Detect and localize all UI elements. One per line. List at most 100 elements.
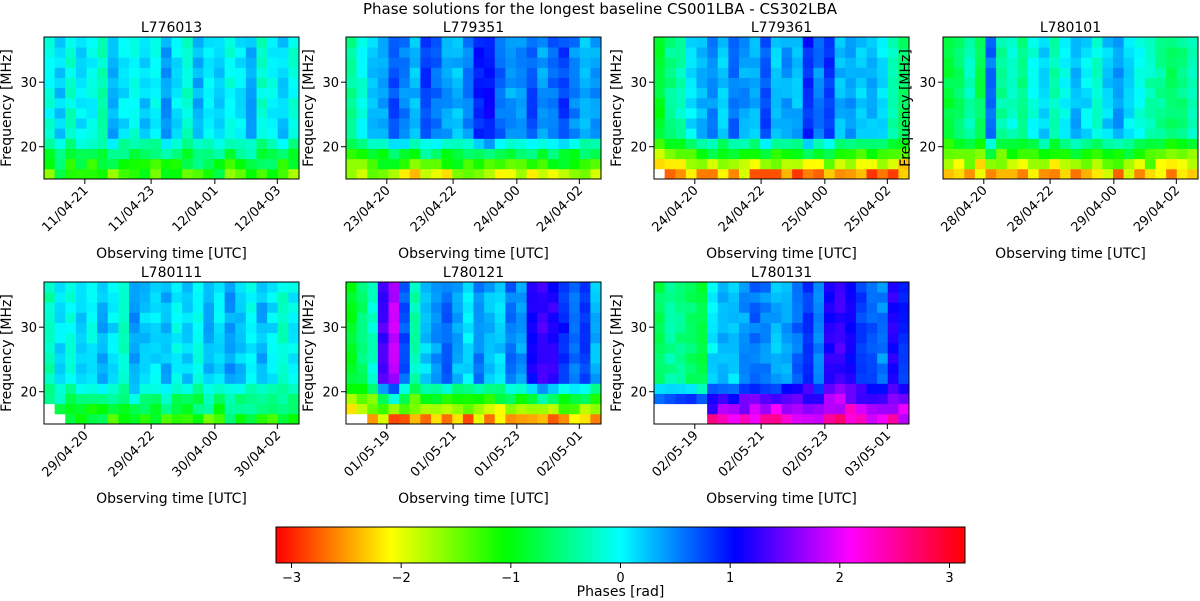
heatmap-cell	[505, 312, 517, 323]
heatmap-cell	[1070, 108, 1082, 119]
heatmap-cell	[675, 168, 687, 180]
heatmap-cell	[526, 342, 538, 354]
heatmap-cell	[409, 97, 421, 109]
heatmap-cell	[1123, 87, 1135, 99]
heatmap-cell	[813, 148, 825, 160]
heatmap-cell	[1028, 138, 1040, 149]
heatmap-cell	[139, 128, 151, 139]
heatmap-cell	[866, 67, 878, 78]
heatmap-cell	[441, 363, 453, 374]
heatmap-cell	[953, 118, 965, 129]
heatmap-cell	[1144, 138, 1156, 149]
heatmap-cell	[866, 168, 878, 180]
heatmap-cell	[367, 128, 379, 139]
heatmap-cell	[1102, 118, 1114, 129]
heatmap-cell	[739, 353, 751, 364]
heatmap-cell	[985, 128, 997, 139]
heatmap-cell	[728, 57, 740, 68]
heatmap-cell	[696, 322, 708, 334]
heatmap-cell	[569, 353, 581, 364]
heatmap-cell	[1187, 97, 1199, 109]
heatmap-cell	[203, 168, 215, 180]
heatmap-cell	[1006, 158, 1018, 170]
heatmap-cell	[579, 393, 591, 405]
heatmap-cell	[192, 148, 204, 160]
heatmap-cell	[399, 87, 411, 99]
heatmap-cell	[171, 292, 183, 303]
heatmap-cell	[760, 302, 772, 313]
heatmap-cell	[409, 158, 421, 170]
heatmap-cell	[107, 373, 119, 384]
heatmap-cell	[97, 363, 109, 374]
heatmap-cell	[707, 353, 719, 364]
heatmap-cell	[590, 383, 602, 394]
panel-title: L780131	[751, 265, 812, 281]
heatmap-cell	[717, 373, 729, 384]
heatmap-cell	[813, 413, 825, 425]
heatmap-cell	[150, 138, 162, 149]
heatmap-cell	[399, 302, 411, 313]
heatmap-cell	[118, 158, 130, 170]
panel-title: L779351	[443, 20, 504, 36]
heatmap-cell	[792, 37, 804, 48]
heatmap-cell	[214, 292, 226, 303]
heatmap-cell	[537, 57, 549, 68]
heatmap-cell	[696, 342, 708, 354]
heatmap-cell	[484, 302, 496, 313]
heatmap-cell	[160, 302, 172, 313]
heatmap-cell	[792, 77, 804, 89]
heatmap-cell	[770, 148, 782, 160]
heatmap-cell	[569, 342, 581, 354]
heatmap-cell	[441, 383, 453, 394]
heatmap-cell	[388, 363, 400, 374]
heatmap-cell	[654, 108, 666, 119]
heatmap-cell	[473, 87, 485, 99]
heatmap-cell	[547, 282, 559, 293]
heatmap-cell	[484, 77, 496, 89]
heatmap-cell	[1102, 97, 1114, 109]
heatmap-cell	[97, 353, 109, 364]
heatmap-cell	[781, 292, 793, 303]
heatmap-cell	[516, 37, 528, 48]
heatmap-cell	[664, 292, 676, 303]
heatmap-cell	[473, 148, 485, 160]
heatmap-cell	[256, 77, 268, 89]
x-axis-label: Observing time [UTC]	[398, 491, 549, 507]
heatmap-cell	[1187, 47, 1199, 58]
heatmap-cell	[664, 282, 676, 293]
heatmap-cell	[214, 87, 226, 99]
heatmap-cell	[824, 393, 836, 405]
heatmap-cell	[887, 57, 899, 68]
heatmap-cell	[834, 87, 846, 99]
heatmap-cell	[887, 393, 899, 405]
heatmap-cell	[256, 363, 268, 374]
heatmap-cell	[855, 282, 867, 293]
heatmap-cell	[356, 332, 368, 344]
plot-frame	[345, 36, 602, 180]
heatmap-cell	[494, 37, 506, 48]
heatmap-cell	[267, 292, 279, 303]
heatmap-cell	[1091, 118, 1103, 129]
heatmap-cell	[171, 128, 183, 139]
heatmap-cell	[685, 77, 697, 89]
heatmap-cell	[537, 413, 549, 425]
heatmap-cell	[855, 302, 867, 313]
heatmap-cell	[675, 77, 687, 89]
heatmap-cell	[494, 87, 506, 99]
heatmap-cell	[654, 282, 666, 293]
heatmap-cell	[44, 37, 56, 48]
heatmap-cell	[245, 118, 257, 129]
heatmap-cell	[664, 393, 676, 405]
heatmap-cell	[824, 67, 836, 78]
heatmap-cell	[739, 97, 751, 109]
heatmap-cell	[388, 312, 400, 323]
heatmap-cell	[431, 383, 443, 394]
heatmap-cell	[129, 322, 141, 334]
heatmap-cell	[346, 363, 358, 374]
heatmap-cell	[1028, 87, 1040, 99]
heatmap-cell	[150, 332, 162, 344]
heatmap-cell	[431, 67, 443, 78]
heatmap-cell	[86, 57, 98, 68]
heatmap-cell	[781, 57, 793, 68]
heatmap-cell	[834, 353, 846, 364]
